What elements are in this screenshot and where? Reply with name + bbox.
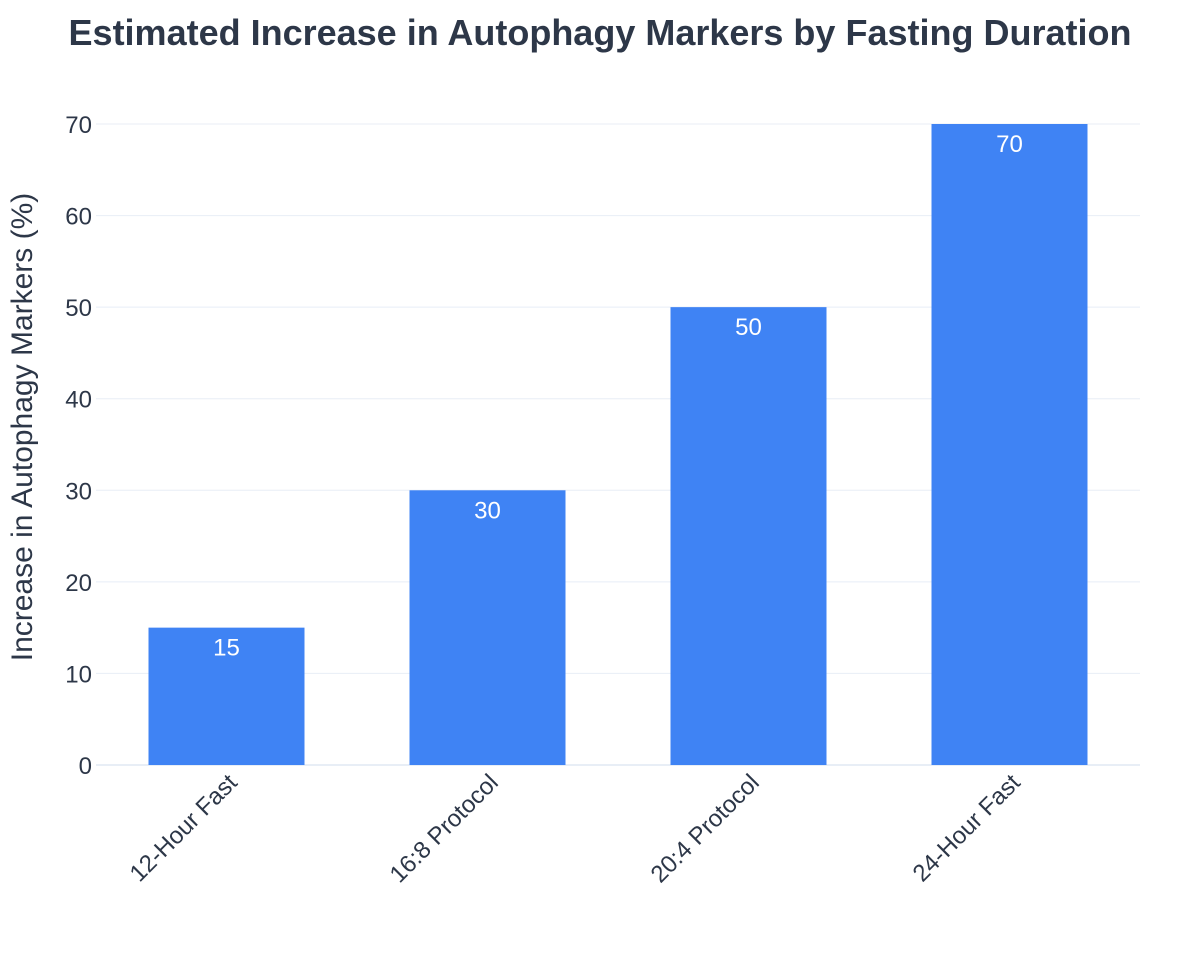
bar-value-label: 15: [213, 635, 240, 662]
y-tick-label: 60: [65, 204, 92, 231]
y-tick-label: 10: [65, 661, 92, 688]
y-tick-label: 70: [65, 112, 92, 139]
chart-title: Estimated Increase in Autophagy Markers …: [68, 12, 1132, 53]
x-axis-ticks: 12-Hour Fast 16:8 Protocol 20:4 Protocol 24…: [125, 769, 1026, 888]
x-tick-label: 12-Hour Fast: [125, 769, 243, 887]
bar: [409, 490, 566, 765]
y-axis-title: Increase in Autophagy Markers (%): [6, 193, 39, 662]
bar: [148, 627, 305, 765]
bars: 15 30 50 70: [148, 124, 1088, 765]
y-tick-label: 0: [79, 753, 92, 780]
bar-value-label: 70: [996, 131, 1023, 158]
bar: [670, 307, 827, 765]
bar-value-label: 50: [735, 314, 762, 341]
bar: [931, 124, 1088, 765]
y-tick-label: 30: [65, 478, 92, 505]
x-tick-label: 20:4 Protocol: [646, 769, 765, 888]
y-tick-label: 20: [65, 570, 92, 597]
y-axis-ticks: 0 10 20 30 40 50 60 70: [65, 112, 92, 780]
y-tick-label: 50: [65, 295, 92, 322]
bar-value-label: 30: [474, 497, 501, 524]
y-tick-label: 40: [65, 387, 92, 414]
x-tick-label: 16:8 Protocol: [385, 769, 504, 888]
x-tick-label: 24-Hour Fast: [908, 769, 1026, 887]
